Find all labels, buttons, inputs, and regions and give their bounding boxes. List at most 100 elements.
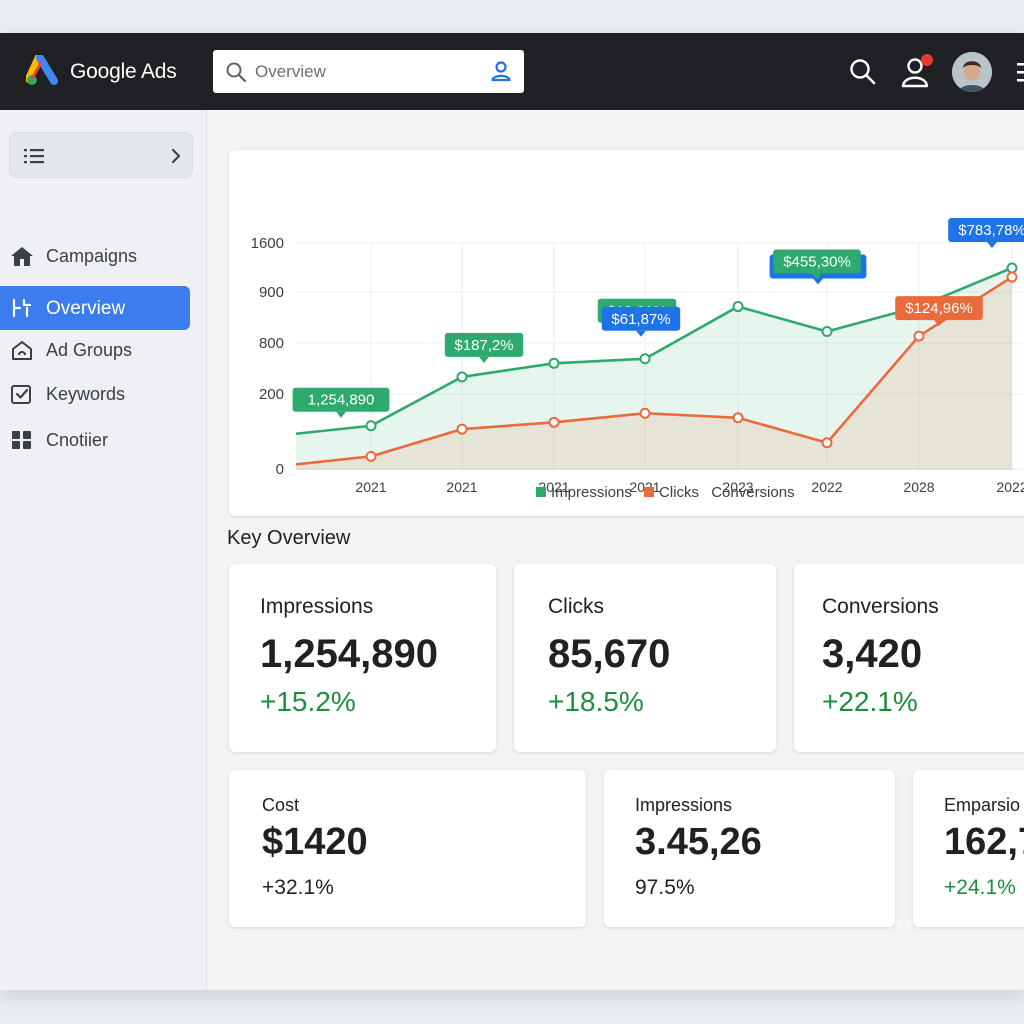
y-tick-label: 900 (259, 284, 284, 301)
menu-icon[interactable] (1015, 60, 1024, 84)
kpi-delta: +15.2% (260, 686, 356, 717)
sidebar-item-overview[interactable]: Overview (0, 286, 190, 330)
annotation-callout (948, 217, 1024, 242)
kpi-card-conversions[interactable]: Conversions 3,420 +22.1% (794, 564, 1024, 752)
annotation-label: $124,96% (905, 300, 973, 317)
kpi-card-emparsio[interactable]: Emparsio 162,7 +24.1% (913, 770, 1024, 927)
x-tick-label: 2022 (811, 479, 842, 495)
annotation-pointer (813, 278, 823, 285)
data-point (732, 412, 744, 424)
annotation-label: $783,78% (958, 222, 1024, 239)
annotation-label: $455,30% (783, 254, 851, 271)
annotation-pointer (479, 356, 489, 363)
annotation-callout (444, 332, 524, 357)
data-point (732, 301, 744, 313)
x-tick-label: 2021 (446, 479, 477, 495)
kpi-label: Conversions (822, 595, 939, 618)
sidebar-item-label: Keywords (46, 384, 126, 404)
notifications-user-icon[interactable] (900, 53, 934, 89)
kpi-card-impressions-secondary[interactable]: Impressions 3.45,26 97.5% (604, 770, 895, 927)
sidebar-item-ad-groups[interactable]: Ad Groups (0, 328, 190, 372)
data-point (548, 416, 560, 428)
overview-icon (12, 298, 32, 318)
y-tick-label: 1600 (251, 235, 284, 252)
account-icon[interactable] (489, 59, 513, 83)
sidebar-item-keywords[interactable]: Keywords (0, 372, 190, 416)
annotation-label: $61,87% (611, 311, 670, 328)
kpi-delta: +24.1% (944, 876, 1016, 899)
x-tick-label: 2028 (903, 479, 934, 495)
home-icon (11, 247, 33, 266)
annotation-pointer (336, 411, 346, 418)
search-box[interactable] (213, 50, 524, 93)
chart-legend: Impressions Clicks Conversions (536, 484, 803, 501)
list-icon (24, 149, 44, 164)
kpi-delta: +18.5% (548, 686, 644, 717)
data-point (365, 420, 377, 432)
chevron-right-icon (171, 148, 181, 164)
data-point (1006, 262, 1018, 274)
annotation-callout (895, 296, 983, 321)
sidebar: Campaigns Overview Ad Groups Keywords (0, 110, 207, 990)
kpi-card-clicks[interactable]: Clicks 85,670 +18.5% (514, 564, 776, 752)
sidebar-item-label: Campaigns (46, 246, 138, 266)
top-bar: Google Ads (0, 33, 1024, 110)
ad-groups-icon (12, 341, 32, 360)
y-tick-label: 200 (259, 386, 284, 403)
kpi-label: Cost (262, 795, 300, 815)
series-area-clicks (296, 277, 1012, 470)
data-point (821, 437, 833, 449)
x-tick-label: 2023 (722, 479, 753, 495)
kpi-value: $1420 (262, 821, 368, 863)
app-window: Google Ads (0, 33, 1024, 990)
kpi-delta: +32.1% (262, 876, 334, 899)
data-point (639, 407, 651, 419)
google-ads-logo-icon[interactable] (26, 55, 64, 87)
kpi-value: 3,420 (822, 632, 923, 676)
kpi-value: 1,254,890 (260, 632, 438, 676)
performance-chart-card: 1600900800200020212021202120212023202220… (229, 150, 1024, 516)
data-point (456, 423, 468, 435)
annotation-pointer (812, 273, 822, 280)
annotation-pointer (987, 241, 997, 248)
keywords-checkbox-icon (11, 385, 31, 404)
sidebar-item-cnotiier[interactable]: Cnotiier (0, 418, 190, 462)
avatar-image-icon (952, 52, 992, 92)
annotation-callout (773, 249, 861, 274)
x-tick-label: 2022 (996, 479, 1024, 495)
y-tick-label: 800 (259, 335, 284, 352)
sidebar-item-campaigns[interactable]: Campaigns (0, 234, 190, 278)
kpi-delta: 97.5% (635, 876, 695, 899)
annotation-label: 1,254,890 (308, 392, 375, 409)
legend-item-clicks: Clicks (644, 484, 699, 501)
kpi-label: Impressions (260, 595, 374, 618)
avatar[interactable] (952, 52, 992, 92)
kpi-delta: +22.1% (822, 686, 918, 717)
sidebar-collapse-button[interactable] (9, 132, 193, 178)
legend-swatch (536, 487, 546, 497)
kpi-label: Impressions (635, 795, 733, 815)
x-tick-label: 2021 (355, 479, 386, 495)
performance-line-chart: 1600900800200020212021202120212023202220… (251, 217, 1024, 495)
data-point (1006, 271, 1018, 283)
kpi-card-cost[interactable]: Cost $1420 +32.1% (229, 770, 586, 927)
brand-name: Google Ads (70, 60, 177, 83)
legend-swatch (644, 487, 655, 497)
data-point (821, 326, 833, 338)
data-point (365, 450, 377, 462)
data-point (548, 357, 560, 369)
data-point (913, 330, 925, 342)
search-icon[interactable] (848, 57, 878, 87)
annotation-pointer (934, 320, 944, 327)
kpi-value: 85,670 (548, 632, 671, 676)
sidebar-item-label: Overview (46, 298, 126, 319)
sidebar-item-label: Cnotiier (46, 430, 109, 450)
legend-item-impressions: Impressions (536, 484, 632, 501)
kpi-card-impressions[interactable]: Impressions 1,254,890 +15.2% (229, 564, 496, 752)
legend-item-conversions: Conversions (711, 484, 795, 501)
search-input[interactable] (255, 58, 475, 86)
data-point (639, 353, 651, 365)
kpi-label: Clicks (548, 595, 604, 618)
kpi-value: 3.45,26 (635, 821, 762, 863)
annotation-pointer (636, 330, 646, 337)
